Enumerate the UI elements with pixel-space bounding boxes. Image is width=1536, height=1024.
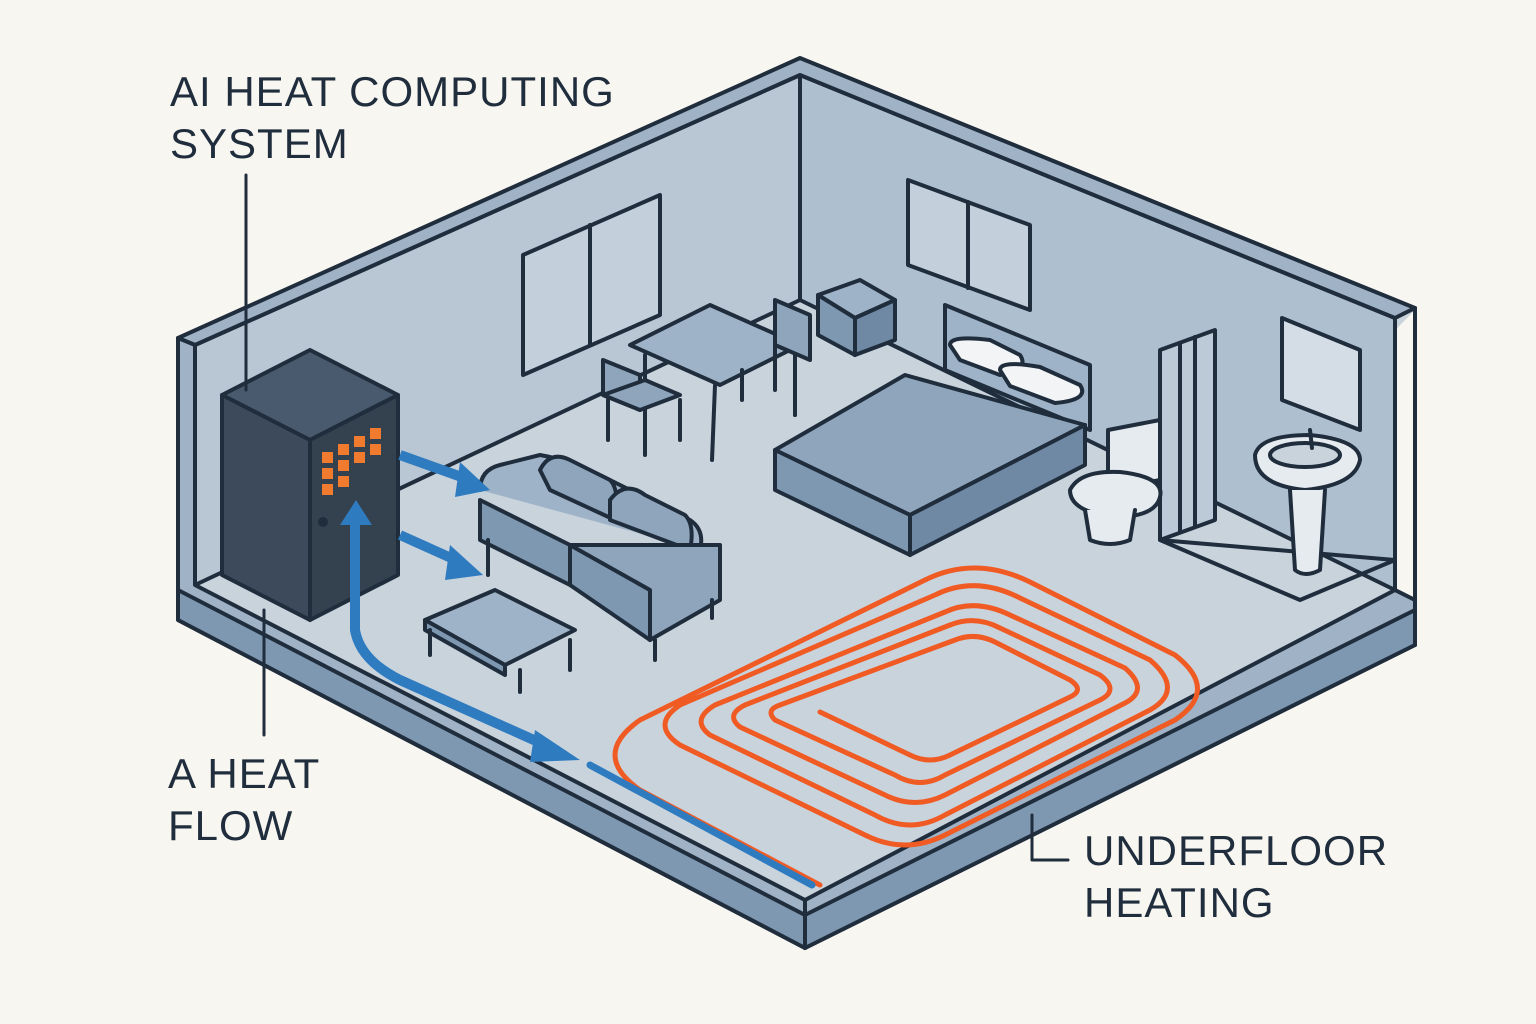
bathroom-partition [1158, 328, 1217, 542]
underfloor-heating-label: UNDERFLOOR HEATING [1084, 825, 1388, 929]
ai-label-line1: AI HEAT COMPUTING [170, 68, 615, 115]
coffee-table-icon [423, 588, 577, 694]
underfloor-pipe-icon [612, 565, 1200, 888]
ai-label-line2: SYSTEM [170, 120, 349, 167]
nightstand-icon [816, 278, 897, 357]
window-right-icon [906, 178, 1032, 312]
heat-flow-supply-line [586, 761, 816, 889]
mirror-icon [1280, 316, 1362, 432]
chair-left-icon [601, 358, 682, 457]
heat-flow-label: A HEAT FLOW [168, 748, 320, 852]
underfloor-line2: HEATING [1084, 879, 1275, 926]
toilet-icon [1068, 418, 1163, 546]
server-leds [322, 428, 381, 495]
leader-lines [244, 173, 1070, 862]
dining-table-icon [628, 303, 802, 462]
bed-icon [773, 303, 1092, 557]
sofa-icon [478, 453, 722, 662]
sink-icon [1253, 428, 1362, 576]
heat-flow-line2: FLOW [168, 802, 294, 849]
ai-heat-computing-system-label: AI HEAT COMPUTING SYSTEM [170, 66, 615, 170]
floor-area [195, 300, 1395, 900]
server-cabinet-icon [220, 348, 400, 622]
chair-right-icon [773, 298, 812, 417]
heat-flow-line1: A HEAT [168, 750, 321, 797]
arrow-heads [340, 462, 580, 762]
underfloor-line1: UNDERFLOOR [1084, 827, 1389, 874]
bathroom-floor-line [1158, 538, 1397, 602]
window-left-icon [521, 193, 662, 377]
